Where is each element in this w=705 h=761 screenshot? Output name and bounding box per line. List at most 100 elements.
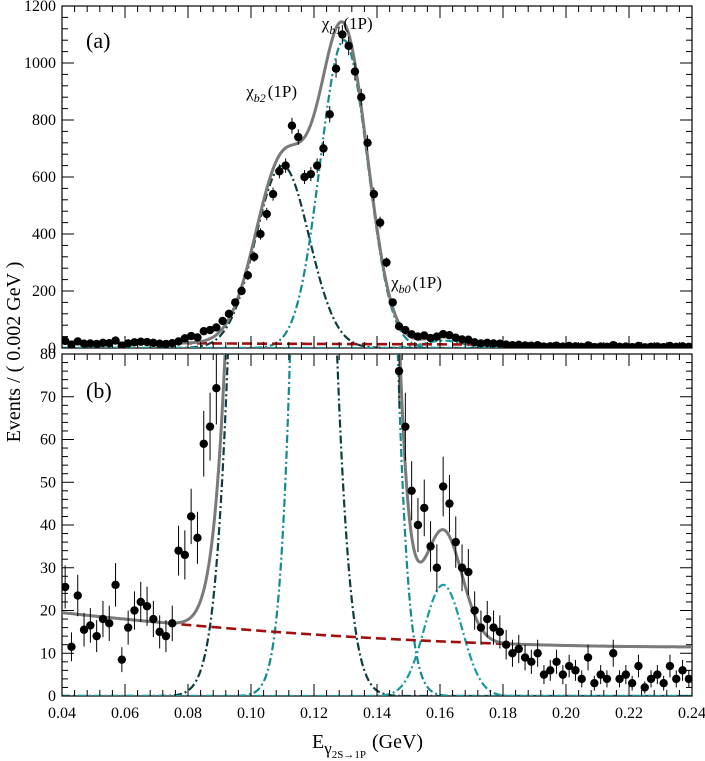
data-point: [665, 341, 675, 348]
data-point: [564, 341, 574, 348]
data-point: [168, 619, 177, 628]
data-point: [508, 649, 517, 658]
data-point: [520, 341, 530, 348]
total-fit-curve: [62, 354, 692, 649]
y-axis-title: Events / ( 0.002 GeV ): [3, 262, 25, 443]
data-point: [369, 189, 379, 199]
data-point: [180, 334, 190, 343]
data-point: [105, 338, 114, 348]
data-point: [602, 674, 612, 684]
data-point: [407, 486, 416, 495]
data-point: [142, 602, 152, 611]
x-axis-title-unit: (GeV): [372, 731, 423, 753]
data-point: [268, 189, 278, 199]
data-point: [388, 298, 397, 307]
peak-label: χb0 (1P): [390, 273, 442, 296]
y-tick-label: 40: [40, 517, 56, 534]
data-point: [533, 649, 542, 658]
data-point: [672, 674, 681, 684]
data-point: [174, 546, 183, 555]
data-point: [457, 335, 467, 344]
peak-label-state: (1P): [268, 82, 297, 101]
total-fit-curve: [62, 20, 692, 347]
data-point: [350, 67, 360, 76]
data-point: [155, 627, 164, 637]
data-point: [287, 121, 297, 130]
data-point: [67, 642, 76, 652]
data-point: [445, 499, 454, 508]
data-point: [495, 339, 505, 348]
data-point: [111, 336, 120, 345]
data-point: [86, 621, 95, 630]
x-axis-title-subsub: 2S→1P: [332, 749, 366, 761]
peak-label-symbol: χ: [245, 82, 254, 101]
data-point: [552, 341, 561, 348]
x-tick-label: 0.20: [552, 705, 580, 722]
data-point: [73, 591, 82, 600]
data-point: [470, 606, 479, 615]
data-point: [672, 342, 681, 348]
data-point: [319, 144, 328, 153]
data-point: [420, 503, 429, 513]
data-point: [678, 342, 687, 348]
panel-b-y-ticks: 0 10 20 30 40 50 60 70 80: [40, 346, 692, 705]
y-tick-label: 50: [40, 474, 56, 491]
data-point: [577, 342, 586, 348]
data-point: [262, 209, 271, 219]
data-point: [117, 655, 127, 664]
data-point: [464, 567, 473, 577]
data-point: [596, 342, 605, 348]
data-point: [193, 533, 202, 543]
data-point: [413, 332, 423, 341]
y-tick-label: 1200: [24, 0, 56, 15]
peak-label: χb1 (1P): [321, 14, 373, 37]
data-point: [602, 342, 612, 348]
data-point: [583, 653, 593, 662]
data-point: [401, 325, 410, 335]
data-point: [375, 218, 385, 227]
data-point: [281, 161, 290, 170]
data-point: [174, 337, 183, 346]
data-point: [62, 582, 70, 592]
peak-label-subscript: b1: [329, 23, 341, 37]
data-point: [401, 422, 410, 431]
data-point: [338, 30, 347, 39]
panel-a-curves: [62, 20, 692, 348]
data-point: [546, 342, 555, 348]
panel-a-x-ticks: [61, 6, 693, 348]
data-point: [539, 342, 549, 348]
data-point: [331, 64, 341, 73]
data-point: [79, 625, 89, 634]
y-tick-label: 800: [32, 112, 56, 129]
data-point: [161, 339, 171, 348]
data-point: [684, 342, 692, 348]
data-point: [438, 329, 448, 339]
data-point: [98, 338, 108, 348]
x-axis-title-main: E: [312, 731, 324, 753]
data-point: [533, 340, 542, 348]
data-point: [193, 333, 202, 342]
panel-b-tag: (b): [86, 378, 112, 403]
data-point: [86, 339, 95, 348]
data-point: [73, 337, 82, 346]
data-point: [205, 325, 215, 335]
y-tick-label: 0: [48, 340, 56, 357]
y-tick-label: 20: [40, 603, 56, 620]
data-point: [67, 340, 76, 348]
data-point: [413, 520, 423, 530]
data-point: [489, 339, 498, 348]
data-point: [445, 330, 454, 340]
data-point: [130, 338, 139, 347]
data-point: [432, 332, 442, 341]
y-tick-label: 1000: [24, 55, 56, 72]
data-point: [659, 342, 668, 348]
data-point: [476, 339, 486, 348]
data-point: [231, 298, 240, 307]
data-point: [394, 366, 404, 376]
data-point: [508, 340, 517, 348]
data-point: [495, 627, 505, 637]
data-point: [527, 341, 536, 348]
x-tick-labels: 0.04 0.06 0.08 0.10 0.12 0.14 0.16 0.18 0.20 0.22…: [48, 705, 705, 722]
x-axis-title: Eγ2S→1P (GeV): [312, 731, 423, 761]
data-point: [514, 644, 523, 654]
